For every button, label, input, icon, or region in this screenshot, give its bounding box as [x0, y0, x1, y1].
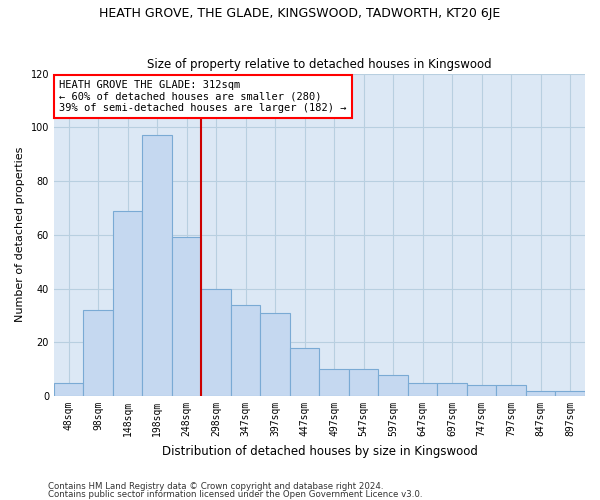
Bar — [379, 374, 408, 396]
Bar — [142, 136, 172, 396]
Bar — [172, 238, 202, 396]
X-axis label: Distribution of detached houses by size in Kingswood: Distribution of detached houses by size … — [161, 444, 478, 458]
Bar — [231, 304, 260, 396]
Text: Contains HM Land Registry data © Crown copyright and database right 2024.: Contains HM Land Registry data © Crown c… — [48, 482, 383, 491]
Text: HEATH GROVE THE GLADE: 312sqm
← 60% of detached houses are smaller (280)
39% of : HEATH GROVE THE GLADE: 312sqm ← 60% of d… — [59, 80, 347, 113]
Bar — [467, 386, 496, 396]
Bar — [113, 210, 142, 396]
Bar — [556, 390, 585, 396]
Bar — [349, 369, 379, 396]
Bar — [319, 369, 349, 396]
Y-axis label: Number of detached properties: Number of detached properties — [15, 147, 25, 322]
Bar — [260, 312, 290, 396]
Title: Size of property relative to detached houses in Kingswood: Size of property relative to detached ho… — [147, 58, 492, 71]
Bar — [408, 382, 437, 396]
Bar — [202, 288, 231, 396]
Bar — [290, 348, 319, 396]
Text: Contains public sector information licensed under the Open Government Licence v3: Contains public sector information licen… — [48, 490, 422, 499]
Bar — [526, 390, 556, 396]
Bar — [54, 382, 83, 396]
Text: HEATH GROVE, THE GLADE, KINGSWOOD, TADWORTH, KT20 6JE: HEATH GROVE, THE GLADE, KINGSWOOD, TADWO… — [100, 8, 500, 20]
Bar — [496, 386, 526, 396]
Bar — [437, 382, 467, 396]
Bar — [83, 310, 113, 396]
